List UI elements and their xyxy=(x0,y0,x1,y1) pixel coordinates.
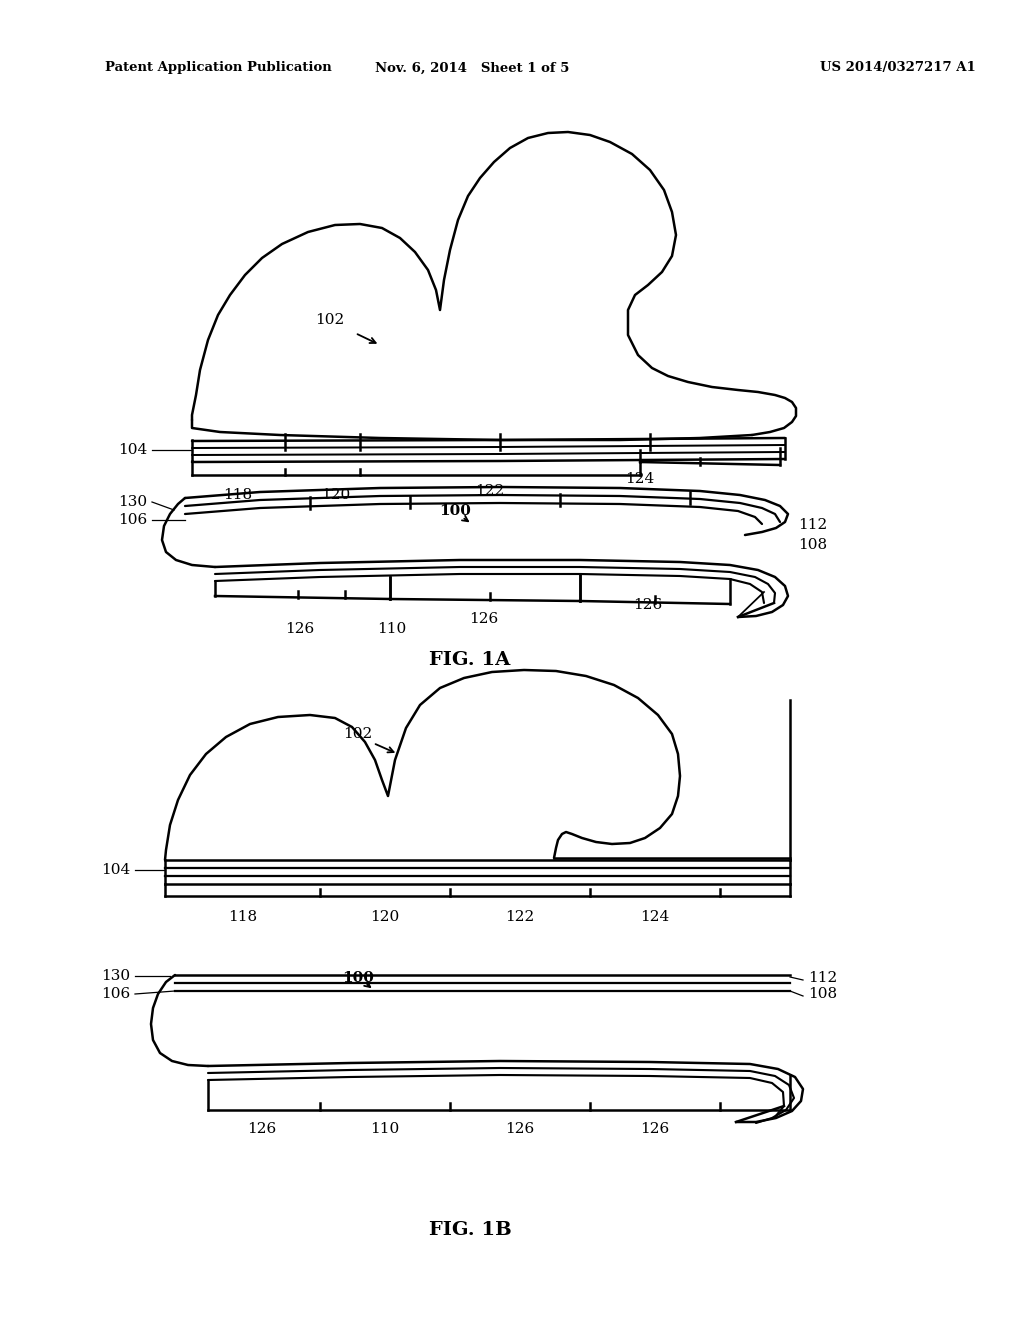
Text: 108: 108 xyxy=(798,539,827,552)
Text: 108: 108 xyxy=(808,987,838,1001)
Text: 126: 126 xyxy=(506,1122,535,1137)
Text: 110: 110 xyxy=(371,1122,399,1137)
Text: 122: 122 xyxy=(475,484,505,498)
Text: 126: 126 xyxy=(640,1122,670,1137)
Text: 102: 102 xyxy=(343,727,373,741)
Text: 112: 112 xyxy=(798,517,827,532)
Text: 124: 124 xyxy=(640,909,670,924)
Text: 130: 130 xyxy=(118,495,147,510)
Text: 118: 118 xyxy=(228,909,258,924)
Text: 120: 120 xyxy=(371,909,399,924)
Text: 126: 126 xyxy=(248,1122,276,1137)
Text: Patent Application Publication: Patent Application Publication xyxy=(105,62,332,74)
Text: FIG. 1B: FIG. 1B xyxy=(429,1221,511,1239)
Text: 102: 102 xyxy=(315,313,345,327)
Text: 124: 124 xyxy=(626,473,654,486)
Text: 120: 120 xyxy=(322,488,350,502)
Text: FIG. 1A: FIG. 1A xyxy=(429,651,511,669)
Text: 104: 104 xyxy=(100,863,130,876)
Text: 122: 122 xyxy=(506,909,535,924)
Text: 126: 126 xyxy=(469,612,499,626)
Text: 126: 126 xyxy=(286,622,314,636)
Text: 126: 126 xyxy=(634,598,663,612)
Text: 100: 100 xyxy=(342,972,374,985)
Text: 112: 112 xyxy=(808,972,838,985)
Text: US 2014/0327217 A1: US 2014/0327217 A1 xyxy=(820,62,976,74)
Text: 100: 100 xyxy=(439,504,471,517)
Text: 106: 106 xyxy=(118,513,147,527)
Text: 106: 106 xyxy=(100,987,130,1001)
Text: 118: 118 xyxy=(223,488,253,502)
Text: Nov. 6, 2014   Sheet 1 of 5: Nov. 6, 2014 Sheet 1 of 5 xyxy=(375,62,569,74)
Text: 104: 104 xyxy=(118,444,147,457)
Text: 110: 110 xyxy=(378,622,407,636)
Text: 130: 130 xyxy=(101,969,130,983)
